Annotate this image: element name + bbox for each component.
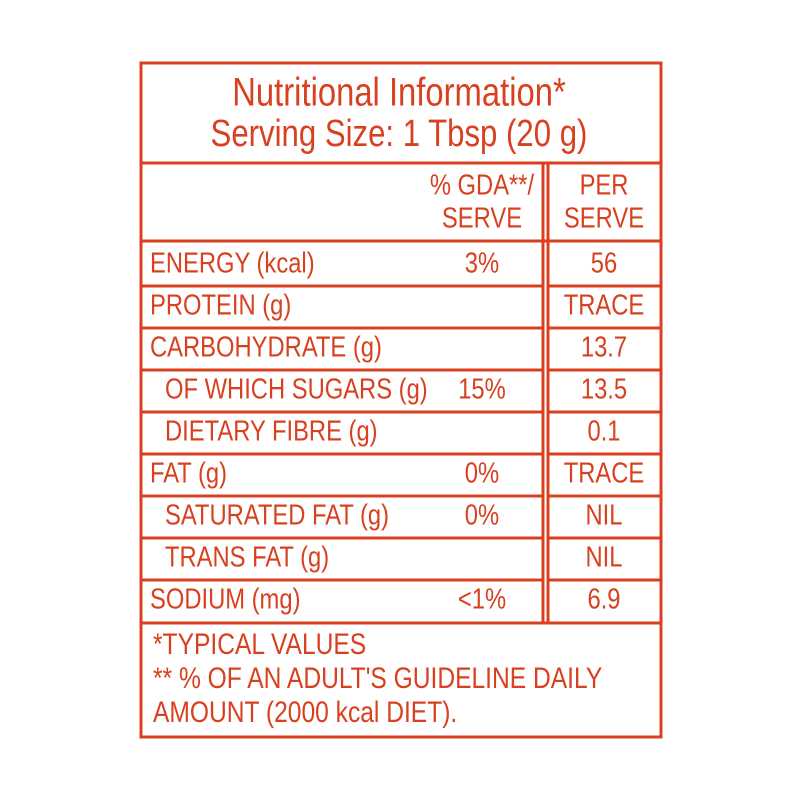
per-serve-value: NIL (586, 540, 623, 573)
per-serve-value: 13.5 (581, 372, 627, 405)
nutrient-name: SODIUM (mg) (150, 582, 300, 615)
title: Nutritional Information* (232, 69, 565, 114)
nutrient-name: SATURATED FAT (g) (165, 498, 389, 531)
per-serve-value: 0.1 (587, 414, 620, 447)
nutrient-name: PROTEIN (g) (150, 288, 291, 321)
serving-size: Serving Size: 1 Tbsp (20 g) (211, 113, 588, 155)
gda-value: 15% (458, 372, 506, 405)
per-serve-value: TRACE (564, 288, 645, 321)
gda-value: 3% (465, 246, 499, 279)
gda-value: <1% (458, 582, 506, 615)
footnote: ** % OF AN ADULT'S GUIDELINE DAILY (153, 661, 602, 695)
per-serve-value: 56 (591, 246, 617, 279)
nutrient-name: FAT (g) (150, 456, 227, 489)
column-header: PER (580, 168, 629, 201)
gda-value: 0% (465, 498, 499, 531)
nutrient-name: TRANS FAT (g) (165, 540, 329, 573)
column-header: SERVE (564, 201, 644, 234)
column-header: % GDA**/ (430, 168, 535, 201)
nutrient-name: DIETARY FIBRE (g) (165, 414, 378, 447)
nutrient-name: OF WHICH SUGARS (g) (165, 372, 428, 405)
per-serve-value: 13.7 (581, 330, 627, 363)
nutrient-name: CARBOHYDRATE (g) (150, 330, 382, 363)
nutrient-name: ENERGY (kcal) (150, 246, 315, 279)
gda-value: 0% (465, 456, 499, 489)
per-serve-value: TRACE (564, 456, 645, 489)
column-header: SERVE (442, 201, 522, 234)
footnote: *TYPICAL VALUES (153, 627, 366, 661)
per-serve-value: 6.9 (587, 582, 620, 615)
per-serve-value: NIL (586, 498, 623, 531)
outer-border (139, 61, 663, 739)
footnote: AMOUNT (2000 kcal DIET). (153, 695, 457, 729)
